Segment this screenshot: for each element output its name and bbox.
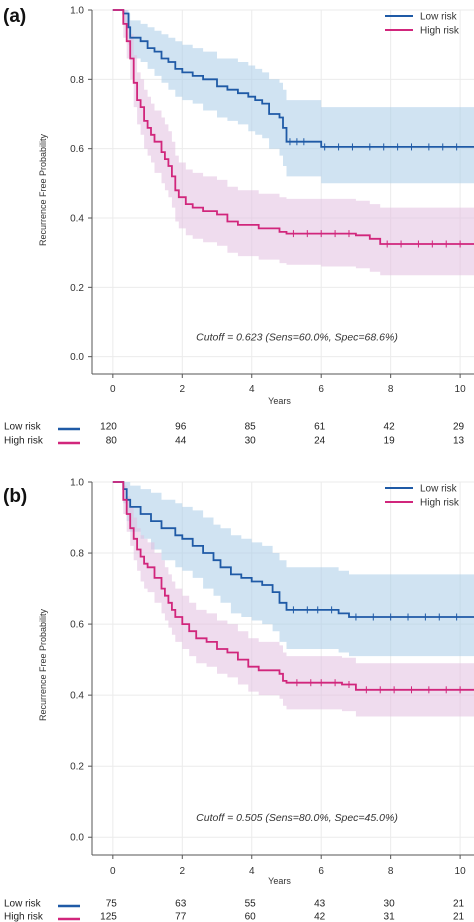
x-tick-label: 6 [318, 384, 324, 395]
risk-table-value-low-risk: 75 [106, 899, 118, 910]
x-tick-label: 2 [180, 384, 186, 395]
risk-table-value-low-risk: 43 [314, 899, 326, 910]
y-tick-label: 0.4 [70, 214, 84, 225]
legend-label-high-risk: High risk [420, 498, 460, 509]
cutoff-annotation: Cutoff = 0.623 (Sens=60.0%, Spec=68.6%) [196, 332, 398, 344]
risk-table-value-low-risk: 120 [100, 422, 117, 433]
grid-lines [92, 481, 474, 855]
y-tick-label: 0.6 [70, 144, 84, 155]
x-tick-label: 8 [388, 866, 394, 877]
legend-label-high-risk: High risk [420, 26, 460, 37]
risk-table-value-high-risk: 24 [314, 436, 326, 447]
risk-table-label-high-risk: High risk [4, 436, 44, 447]
risk-table-value-high-risk: 19 [384, 436, 396, 447]
x-tick-label: 4 [249, 866, 255, 877]
x-tick-label: 6 [318, 866, 324, 877]
ci-band-high-risk [112, 482, 474, 717]
risk-table-value-low-risk: 61 [314, 422, 326, 433]
risk-table-value-high-risk: 77 [175, 912, 187, 922]
ci-band-low-risk [112, 482, 474, 657]
risk-table-value-high-risk: 21 [453, 912, 465, 922]
y-tick-label: 0.4 [70, 691, 84, 702]
km-line-low-risk [112, 481, 474, 618]
panel-b: (b) 0.0 0.2 0.4 0.6 0.8 1.0 0 2 4 6 8 10 Years Recurre… [3, 478, 474, 922]
y-tick-label: 1.0 [70, 478, 84, 489]
risk-table-value-low-risk: 63 [175, 899, 187, 910]
risk-table-value-high-risk: 30 [245, 436, 257, 447]
x-axis-title: Years [268, 396, 291, 406]
panel-label: (b) [3, 486, 27, 507]
km-line-high-risk [112, 481, 474, 691]
cutoff-annotation: Cutoff = 0.505 (Sens=80.0%, Spec=45.0%) [196, 812, 398, 824]
x-axis-title: Years [268, 876, 291, 886]
x-tick-label: 2 [180, 866, 186, 877]
risk-table-label-low-risk: Low risk [4, 422, 42, 433]
y-tick-label: 0.0 [70, 352, 84, 363]
risk-table-value-low-risk: 55 [245, 899, 257, 910]
risk-table-value-high-risk: 13 [453, 436, 465, 447]
risk-table-value-high-risk: 31 [384, 912, 396, 922]
legend-label-low-risk: Low risk [420, 484, 458, 495]
y-axis-title: Recurrence Free Probability [38, 133, 48, 246]
km-line-high-risk [112, 9, 474, 245]
y-tick-label: 0.6 [70, 620, 84, 631]
y-tick-label: 1.0 [70, 6, 84, 17]
panel-label: (a) [3, 6, 26, 27]
y-tick-label: 0.8 [70, 75, 84, 86]
x-tick-label: 8 [388, 384, 394, 395]
x-tick-label: 10 [455, 866, 467, 877]
x-tick-label: 10 [455, 384, 467, 395]
x-tick-label: 0 [110, 866, 116, 877]
risk-table-value-low-risk: 29 [453, 422, 465, 433]
risk-table-value-low-risk: 42 [384, 422, 396, 433]
legend-label-low-risk: Low risk [420, 12, 458, 23]
y-tick-label: 0.2 [70, 283, 84, 294]
risk-table-value-low-risk: 96 [175, 422, 187, 433]
risk-table-value-high-risk: 80 [106, 436, 118, 447]
risk-table-value-low-risk: 30 [384, 899, 396, 910]
risk-table-label-low-risk: Low risk [4, 899, 42, 910]
risk-table-label-high-risk: High risk [4, 912, 44, 922]
y-tick-label: 0.0 [70, 833, 84, 844]
y-tick-label: 0.2 [70, 762, 84, 773]
risk-table-value-low-risk: 21 [453, 899, 465, 910]
risk-table-value-high-risk: 60 [245, 912, 257, 922]
x-tick-label: 0 [110, 384, 116, 395]
y-tick-label: 0.8 [70, 549, 84, 560]
y-axis-title: Recurrence Free Probability [38, 608, 48, 721]
km-line-low-risk [112, 9, 474, 148]
risk-table-value-high-risk: 42 [314, 912, 326, 922]
risk-table-value-high-risk: 44 [175, 436, 187, 447]
x-tick-label: 4 [249, 384, 255, 395]
panel-a: (a)0.00.20.40.60.81.00 2 4 6 8 10YearsRecurre… [3, 6, 474, 447]
ci-band-low-risk [112, 10, 474, 184]
risk-table-value-high-risk: 125 [100, 912, 117, 922]
risk-table-value-low-risk: 85 [245, 422, 257, 433]
